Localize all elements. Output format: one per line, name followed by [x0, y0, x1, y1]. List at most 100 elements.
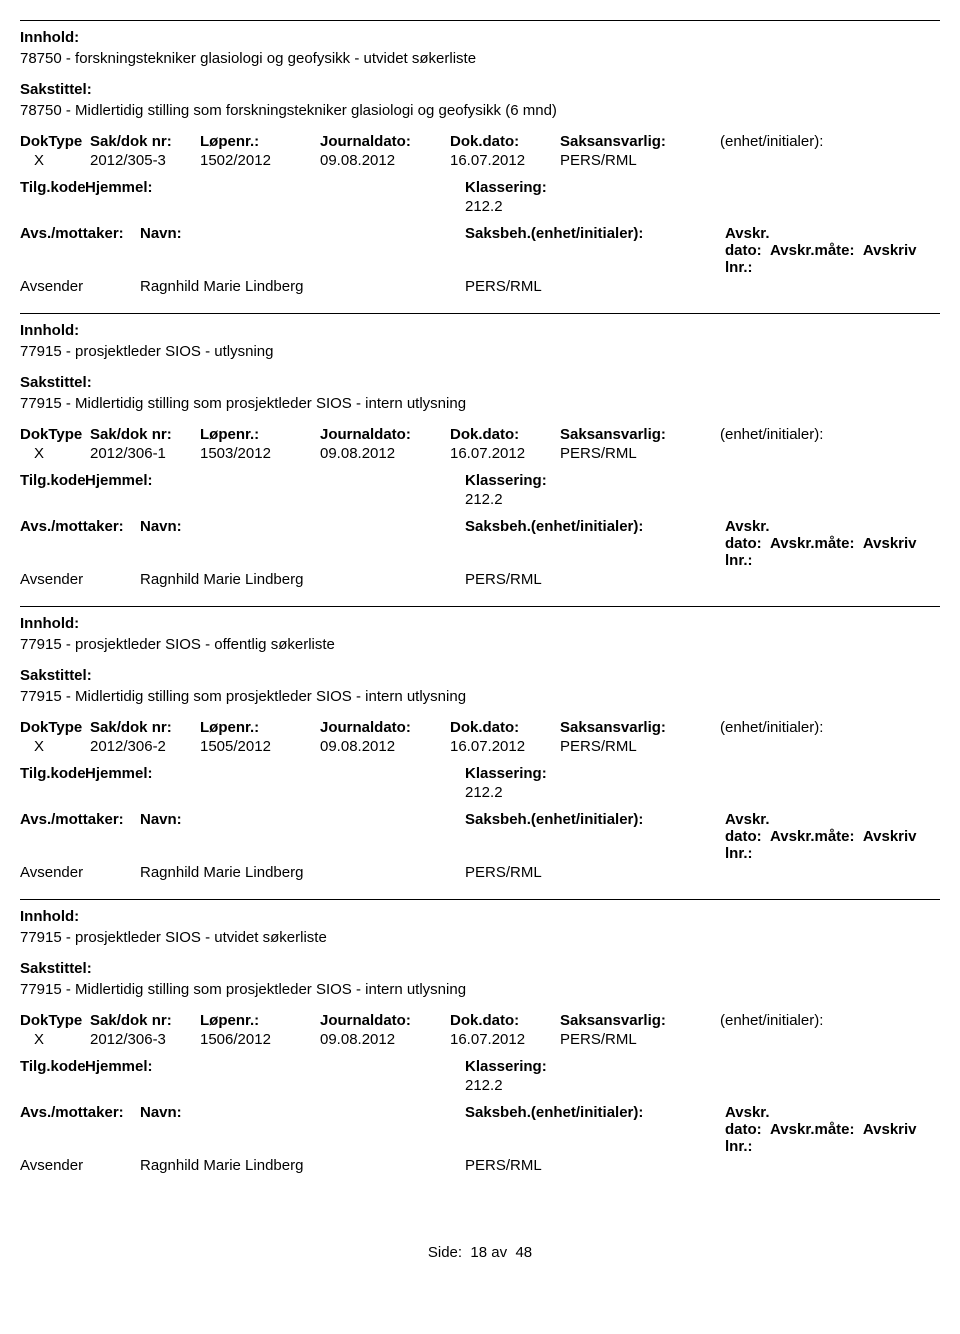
avskr-value [725, 864, 940, 881]
footer-av: av [491, 1244, 507, 1261]
journal-entry: Innhold: 77915 - prosjektleder SIOS - ut… [20, 899, 940, 1174]
innhold-text: 77915 - prosjektleder SIOS - utvidet søk… [20, 929, 940, 946]
hjemmel-header: Hjemmel: [85, 179, 465, 196]
hjemmel-value [85, 491, 465, 508]
enhet-header: (enhet/initialer): [720, 719, 940, 736]
doktype-header: DokType [20, 1012, 90, 1029]
meta-value-row: X 2012/306-1 1503/2012 09.08.2012 16.07.… [20, 445, 940, 462]
avs-header-row: Avs./mottaker: Navn: Saksbeh.(enhet/init… [20, 518, 940, 569]
tilgkode-value [20, 491, 85, 508]
saksansvarlig-value: PERS/RML [560, 738, 720, 755]
tilgkode-value [20, 784, 85, 801]
tilgkode-value [20, 198, 85, 215]
sakstittel-text: 77915 - Midlertidig stilling som prosjek… [20, 395, 940, 412]
saknr-value: 2012/306-1 [90, 445, 200, 462]
enhet-value [720, 152, 940, 169]
sakstittel-text: 77915 - Midlertidig stilling som prosjek… [20, 981, 940, 998]
enhet-value [720, 1031, 940, 1048]
klassering-header: Klassering: [465, 1058, 940, 1075]
ddato-value: 16.07.2012 [450, 1031, 560, 1048]
navn-header: Navn: [140, 811, 465, 862]
ddato-header: Dok.dato: [450, 719, 560, 736]
avs-header-row: Avs./mottaker: Navn: Saksbeh.(enhet/init… [20, 1104, 940, 1155]
saknr-header: Sak/dok nr: [90, 426, 200, 443]
hjemmel-value [85, 784, 465, 801]
klass-value-row: 212.2 [20, 198, 940, 215]
page-footer: Side: 18 av 48 [20, 1244, 940, 1261]
enhet-header: (enhet/initialer): [720, 133, 940, 150]
doktype-value: X [20, 445, 90, 462]
saknr-value: 2012/305-3 [90, 152, 200, 169]
saksbeh-header: Saksbeh.(enhet/initialer): [465, 811, 725, 862]
ddato-value: 16.07.2012 [450, 152, 560, 169]
sakstittel-text: 78750 - Midlertidig stilling som forskni… [20, 102, 940, 119]
lopenr-value: 1506/2012 [200, 1031, 320, 1048]
lopenr-header: Løpenr.: [200, 426, 320, 443]
sakstittel-label: Sakstittel: [20, 81, 940, 98]
innhold-text: 78750 - forskningstekniker glasiologi og… [20, 50, 940, 67]
tilgkode-header: Tilg.kode [20, 472, 85, 489]
saknr-header: Sak/dok nr: [90, 719, 200, 736]
saksbeh-header: Saksbeh.(enhet/initialer): [465, 518, 725, 569]
navn-value: Ragnhild Marie Lindberg [140, 864, 465, 881]
saksansvarlig-header: Saksansvarlig: [560, 1012, 720, 1029]
avs-header-row: Avs./mottaker: Navn: Saksbeh.(enhet/init… [20, 811, 940, 862]
ddato-header: Dok.dato: [450, 426, 560, 443]
avsmottaker-header: Avs./mottaker: [20, 811, 140, 862]
tilgkode-value [20, 1077, 85, 1094]
lopenr-header: Løpenr.: [200, 1012, 320, 1029]
tilgkode-header: Tilg.kode [20, 765, 85, 782]
meta-value-row: X 2012/306-3 1506/2012 09.08.2012 16.07.… [20, 1031, 940, 1048]
doktype-header: DokType [20, 133, 90, 150]
avsender-label: Avsender [20, 278, 140, 295]
meta-header-row: DokType Sak/dok nr: Løpenr.: Journaldato… [20, 133, 940, 150]
jdato-value: 09.08.2012 [320, 445, 450, 462]
innhold-text: 77915 - prosjektleder SIOS - utlysning [20, 343, 940, 360]
doktype-value: X [20, 738, 90, 755]
avsender-label: Avsender [20, 1157, 140, 1174]
meta-header-row: DokType Sak/dok nr: Løpenr.: Journaldato… [20, 1012, 940, 1029]
saknr-header: Sak/dok nr: [90, 133, 200, 150]
saksansvarlig-value: PERS/RML [560, 445, 720, 462]
innhold-label: Innhold: [20, 29, 940, 46]
doktype-header: DokType [20, 719, 90, 736]
ddato-value: 16.07.2012 [450, 738, 560, 755]
avs-value-row: Avsender Ragnhild Marie Lindberg PERS/RM… [20, 1157, 940, 1174]
navn-header: Navn: [140, 518, 465, 569]
klassering-value: 212.2 [465, 784, 940, 801]
jdato-value: 09.08.2012 [320, 1031, 450, 1048]
klassering-header: Klassering: [465, 472, 940, 489]
avskr-value [725, 278, 940, 295]
klassering-header: Klassering: [465, 765, 940, 782]
jdato-header: Journaldato: [320, 1012, 450, 1029]
saksbeh-value: PERS/RML [465, 864, 725, 881]
avsmottaker-header: Avs./mottaker: [20, 1104, 140, 1155]
doktype-header: DokType [20, 426, 90, 443]
saksbeh-value: PERS/RML [465, 278, 725, 295]
avskr-value [725, 571, 940, 588]
avsender-label: Avsender [20, 864, 140, 881]
klass-value-row: 212.2 [20, 491, 940, 508]
hjemmel-header: Hjemmel: [85, 1058, 465, 1075]
navn-header: Navn: [140, 225, 465, 276]
doktype-value: X [20, 1031, 90, 1048]
avskr-value [725, 1157, 940, 1174]
tilgkode-header: Tilg.kode [20, 179, 85, 196]
navn-value: Ragnhild Marie Lindberg [140, 571, 465, 588]
saknr-value: 2012/306-2 [90, 738, 200, 755]
jdato-header: Journaldato: [320, 133, 450, 150]
avsmottaker-header: Avs./mottaker: [20, 518, 140, 569]
sakstittel-text: 77915 - Midlertidig stilling som prosjek… [20, 688, 940, 705]
hjemmel-value [85, 198, 465, 215]
hjemmel-value [85, 1077, 465, 1094]
saksbeh-header: Saksbeh.(enhet/initialer): [465, 1104, 725, 1155]
avskr-header: Avskr. dato: Avskr.måte: Avskriv lnr.: [725, 1104, 940, 1155]
lopenr-value: 1503/2012 [200, 445, 320, 462]
tilgkode-header: Tilg.kode [20, 1058, 85, 1075]
journal-entry: Innhold: 77915 - prosjektleder SIOS - ut… [20, 313, 940, 588]
innhold-label: Innhold: [20, 615, 940, 632]
saksansvarlig-header: Saksansvarlig: [560, 133, 720, 150]
jdato-header: Journaldato: [320, 426, 450, 443]
enhet-value [720, 445, 940, 462]
klass-value-row: 212.2 [20, 1077, 940, 1094]
